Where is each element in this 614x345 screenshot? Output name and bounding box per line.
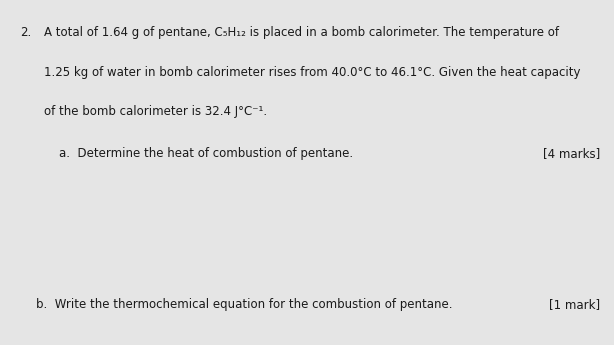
Text: a.  Determine the heat of combustion of pentane.: a. Determine the heat of combustion of p…: [44, 147, 353, 160]
Text: 2.: 2.: [20, 26, 31, 39]
Text: 1.25 kg of water in bomb calorimeter rises from 40.0°C to 46.1°C. Given the heat: 1.25 kg of water in bomb calorimeter ris…: [44, 66, 581, 79]
Text: [1 mark]: [1 mark]: [550, 298, 600, 312]
Text: of the bomb calorimeter is 32.4 J°C⁻¹.: of the bomb calorimeter is 32.4 J°C⁻¹.: [44, 105, 267, 118]
Text: b.  Write the thermochemical equation for the combustion of pentane.: b. Write the thermochemical equation for…: [36, 298, 453, 312]
Text: A total of 1.64 g of pentane, C₅H₁₂ is placed in a bomb calorimeter. The tempera: A total of 1.64 g of pentane, C₅H₁₂ is p…: [44, 26, 559, 39]
Text: [4 marks]: [4 marks]: [543, 147, 600, 160]
